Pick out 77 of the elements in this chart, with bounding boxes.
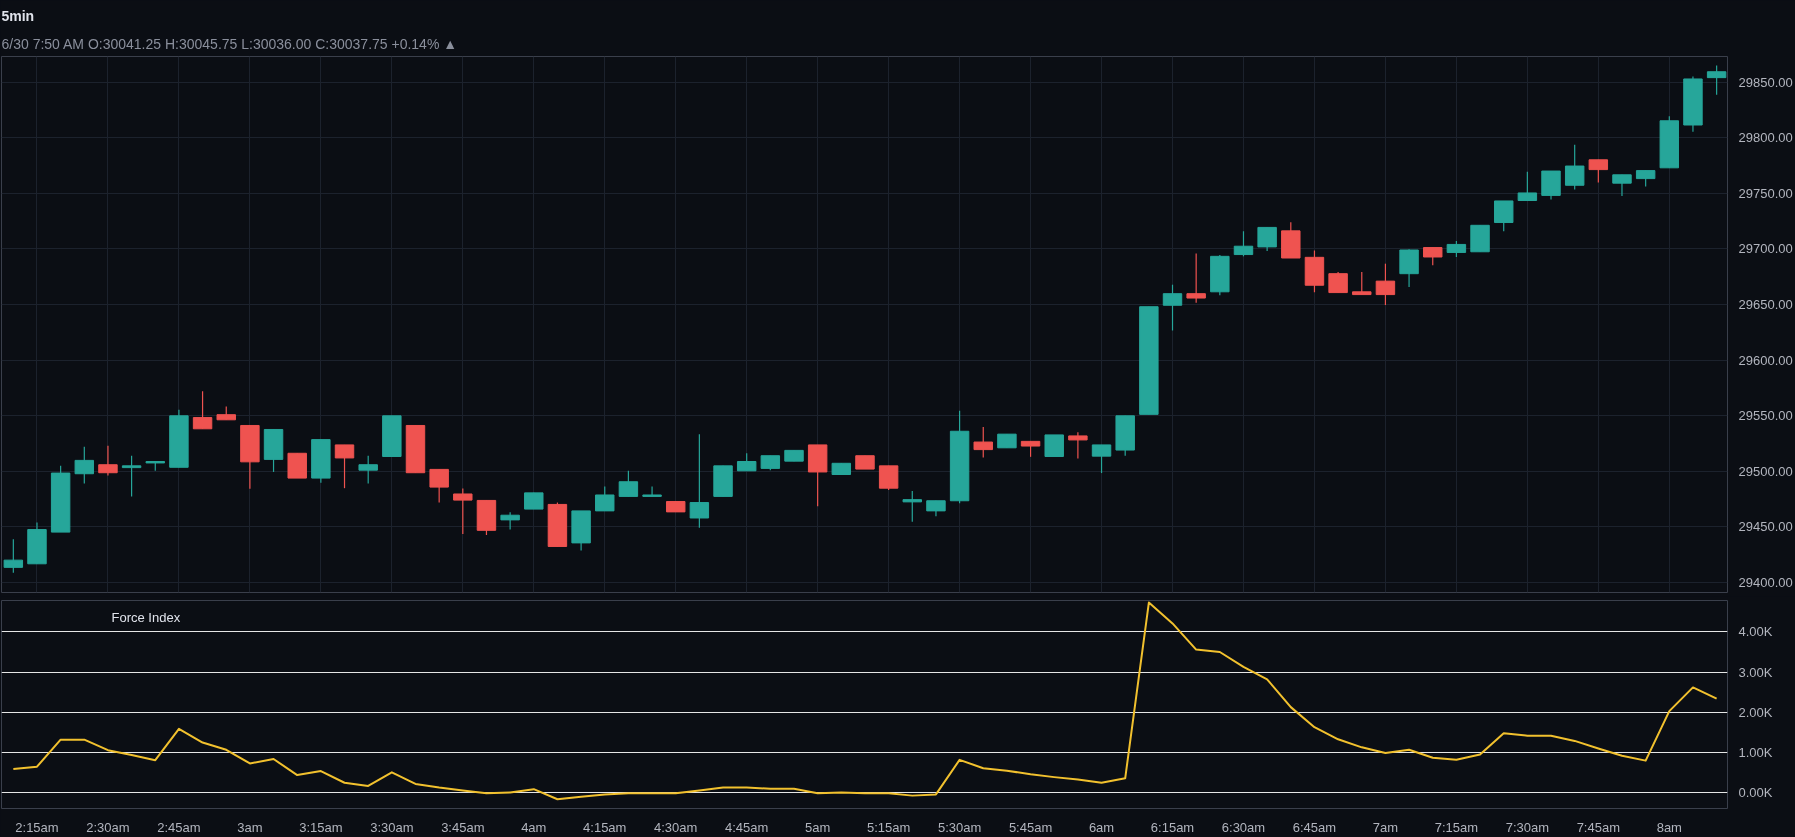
y-tick-label: 0.00K (1738, 785, 1773, 801)
x-tick-label: 4:45am (725, 819, 769, 835)
candlestick (973, 426, 993, 459)
x-tick-label: 4:15am (583, 819, 627, 835)
x-tick-label: 3:45am (441, 819, 485, 835)
x-tick-label: 6am (1088, 819, 1115, 835)
x-tick-label: 3:15am (299, 819, 343, 835)
x-tick-label: 6:15am (1150, 819, 1195, 835)
candlestick (595, 485, 615, 512)
x-tick-label: 5am (805, 819, 831, 835)
candlestick (429, 468, 449, 504)
x-tick-label: 4:30am (654, 819, 698, 835)
y-tick-label: 4.00K (1738, 624, 1773, 640)
y-tick-label: 29600.00 (1738, 352, 1793, 368)
candlestick (1399, 248, 1419, 288)
candlestick (192, 390, 213, 430)
candlestick (1091, 444, 1112, 474)
candlestick (1706, 64, 1727, 96)
x-tick-label: 6:45am (1292, 819, 1337, 835)
x-tick-label: 7am (1372, 819, 1399, 835)
y-tick-label: 29800.00 (1738, 130, 1793, 146)
y-tick-label: 29400.00 (1738, 574, 1793, 590)
candlestick (453, 487, 473, 535)
candlestick (334, 444, 355, 489)
x-tick-label: 2:30am (86, 819, 130, 835)
candlestick (1044, 434, 1064, 457)
x-tick-label: 5:30am (937, 819, 982, 835)
candlestick (878, 465, 899, 491)
x-tick-label: 3am (237, 819, 263, 835)
candlestick (1564, 144, 1585, 190)
candlestick (1162, 284, 1183, 332)
candlestick (1588, 159, 1609, 183)
candlestick (689, 433, 710, 529)
x-tick-label: 7:45am (1576, 819, 1621, 835)
line-series (12, 601, 1718, 801)
y-tick-label: 1.00K (1738, 745, 1773, 761)
candlestick (1233, 230, 1254, 257)
candlestick (98, 445, 118, 477)
candlestick (3, 538, 24, 574)
candlestick (902, 490, 922, 523)
x-tick-label: 7:15am (1434, 819, 1479, 835)
y-tick-label: 2.00K (1738, 704, 1773, 720)
candlestick (1493, 200, 1514, 232)
x-tick-label: 7:30am (1505, 819, 1550, 835)
x-tick-label: 3:30am (370, 819, 414, 835)
y-tick-label: 29850.00 (1738, 74, 1793, 90)
candlestick (1612, 174, 1632, 197)
y-tick-label: 29650.00 (1738, 296, 1793, 312)
candlestick (358, 455, 378, 485)
candlestick (121, 455, 142, 498)
y-tick-label: 29700.00 (1738, 241, 1793, 257)
candlestick (1352, 271, 1372, 296)
chart-subtitle: 6/30 7:50 AM O:30041.25 H:30045.75 L:30036.00 C:30037.75 +0.14% ▲ (1, 35, 458, 52)
x-tick-label: 5:45am (1008, 819, 1053, 835)
candlestick (1068, 431, 1088, 460)
x-tick-label: 4am (521, 819, 547, 835)
x-tick-label: 2:45am (157, 819, 201, 835)
y-tick-label: 29550.00 (1738, 408, 1793, 424)
candlestick (74, 446, 95, 485)
candlestick (1328, 271, 1348, 294)
candlestick (1517, 171, 1538, 202)
candlestick (1375, 263, 1396, 306)
x-tick-label: 6:30am (1221, 819, 1266, 835)
candlestick (618, 470, 639, 498)
y-tick-label: 29750.00 (1738, 185, 1793, 201)
candlestick (642, 485, 662, 498)
candlestick (1186, 252, 1206, 304)
x-tick-label: 5:15am (866, 819, 911, 835)
x-tick-label: 8am (1656, 819, 1682, 835)
text: Force Index (111, 609, 181, 625)
candlestick (1257, 226, 1277, 252)
x-tick-label: 2:15am (15, 819, 59, 835)
y-tick-label: 29500.00 (1738, 463, 1793, 479)
candlestick (500, 511, 520, 531)
chart-title: 5min (1, 7, 35, 24)
y-tick-label: 29450.00 (1738, 519, 1793, 535)
y-tick-label: 3.00K (1738, 664, 1773, 680)
